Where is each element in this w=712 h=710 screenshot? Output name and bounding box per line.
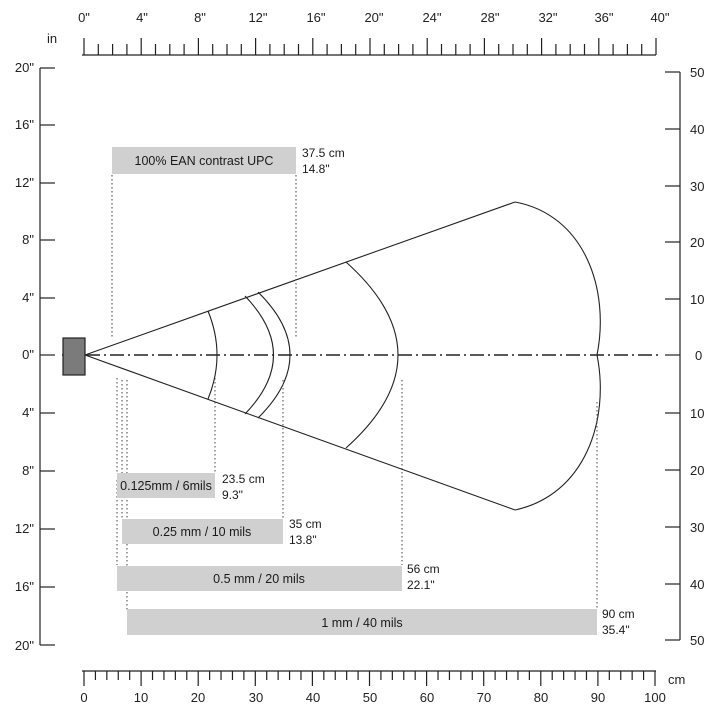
range-bar-label: 100% EAN contrast UPC (135, 154, 274, 168)
bottom-tick-label: 40 (306, 690, 320, 705)
left-tick-label: 12" (15, 521, 34, 536)
bottom-tick-label: 50 (363, 690, 377, 705)
range-bar-10mil (122, 519, 283, 544)
cone-lower-edge (84, 354, 516, 511)
top-tick-label: 12" (248, 10, 267, 25)
right-ruler (665, 71, 681, 641)
range-bar-6mil (117, 473, 215, 498)
right-tick-label: 20 (690, 235, 704, 250)
top-tick-label: 8" (194, 10, 206, 25)
bottom-tick-label: 0 (80, 690, 87, 705)
range-in-label: 14.8" (302, 162, 330, 176)
top-tick-label: 24" (422, 10, 441, 25)
range-bar-label: 0.125mm / 6mils (120, 479, 212, 493)
bottom-tick-label: 60 (420, 690, 434, 705)
left-tick-label: 0" (22, 347, 34, 362)
top-ruler-labels: 0" 4" 8" 12" 16" 20" 24" 28" 32" 36" 40" (78, 10, 670, 25)
range-cm-label: 90 cm (602, 607, 635, 621)
left-tick-label: 20" (15, 60, 34, 75)
bottom-tick-label: 90 (591, 690, 605, 705)
left-tick-label: 16" (15, 117, 34, 132)
top-tick-label: 16" (306, 10, 325, 25)
zone-arc-40mil (514, 201, 601, 511)
right-tick-label: 20 (690, 463, 704, 478)
range-in-label: 35.4" (602, 623, 630, 637)
range-bar-upc (112, 147, 296, 174)
bottom-tick-label: 70 (477, 690, 491, 705)
left-tick-label: 8" (22, 463, 34, 478)
bottom-ruler (82, 670, 656, 686)
right-tick-label: 50 (690, 65, 704, 80)
left-tick-label: 4" (22, 405, 34, 420)
left-tick-label: 20" (15, 638, 34, 653)
range-guides (111, 175, 598, 610)
bottom-tick-label: 20 (191, 690, 205, 705)
left-ruler (39, 67, 55, 646)
scanner-icon (62, 337, 86, 376)
left-tick-label: 4" (22, 290, 34, 305)
scan-field (62, 201, 662, 511)
bottom-tick-label: 30 (249, 690, 263, 705)
right-tick-label: 30 (690, 179, 704, 194)
bottom-tick-label: 10 (134, 690, 148, 705)
top-tick-label: 0" (78, 10, 90, 25)
inch-unit-label: in (47, 31, 57, 46)
right-tick-label: 40 (690, 577, 704, 592)
right-tick-label: 40 (690, 122, 704, 137)
bottom-tick-label: 80 (534, 690, 548, 705)
range-bars: 100% EAN contrast UPC 37.5 cm 14.8" 0.12… (112, 146, 635, 637)
top-tick-label: 40" (650, 10, 669, 25)
range-bar-label: 1 mm / 40 mils (321, 616, 402, 630)
top-tick-label: 28" (480, 10, 499, 25)
bottom-ruler-labels: 0 10 20 30 40 50 60 70 80 90 100 (80, 690, 665, 705)
range-bar-20mil (117, 566, 402, 591)
left-tick-label: 8" (22, 232, 34, 247)
range-bar-label: 0.25 mm / 10 mils (153, 525, 252, 539)
right-tick-label: 10 (690, 406, 704, 421)
top-tick-label: 36" (594, 10, 613, 25)
range-cm-label: 37.5 cm (302, 146, 345, 160)
top-tick-label: 32" (538, 10, 557, 25)
bottom-ruler-ticks (83, 671, 656, 686)
left-tick-label: 16" (15, 579, 34, 594)
cone-upper-edge (84, 201, 516, 356)
right-ruler-labels: 50 40 30 20 10 0 10 20 30 40 50 (690, 65, 704, 648)
top-tick-label: 20" (364, 10, 383, 25)
top-ruler-ticks (83, 38, 657, 55)
right-tick-label: 10 (690, 292, 704, 307)
range-bar-40mil (127, 609, 597, 635)
cm-unit-label: cm (668, 672, 685, 687)
range-in-label: 9.3" (222, 488, 243, 502)
right-tick-label: 0 (695, 348, 702, 363)
right-tick-label: 30 (690, 520, 704, 535)
top-tick-label: 4" (136, 10, 148, 25)
bottom-tick-label: 100 (644, 690, 666, 705)
range-cm-label: 23.5 cm (222, 472, 265, 486)
range-in-label: 13.8" (289, 533, 317, 547)
range-cm-label: 35 cm (289, 517, 322, 531)
range-bar-label: 0.5 mm / 20 mils (213, 572, 305, 586)
right-tick-label: 50 (690, 633, 704, 648)
range-in-label: 22.1" (407, 578, 435, 592)
left-tick-label: 12" (15, 175, 34, 190)
range-cm-label: 56 cm (407, 562, 440, 576)
left-ruler-labels: 20" 16" 12" 8" 4" 0" 4" 8" 12" 16" 20" (15, 60, 34, 653)
top-ruler (82, 38, 657, 56)
